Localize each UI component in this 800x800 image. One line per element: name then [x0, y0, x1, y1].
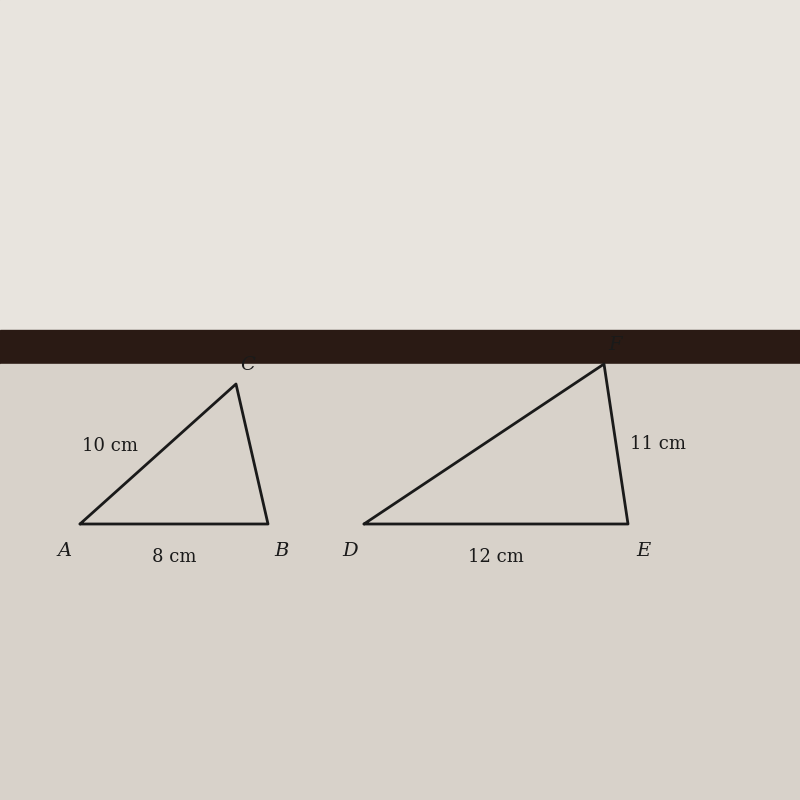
Bar: [0, 364, 800, 800]
Text: C: C: [240, 357, 255, 374]
Text: 8 cm: 8 cm: [152, 548, 196, 566]
Text: F: F: [608, 336, 622, 354]
Text: A: A: [58, 542, 72, 560]
Text: 11 cm: 11 cm: [630, 435, 686, 453]
Bar: [0, 0, 800, 332]
Text: B: B: [274, 542, 289, 560]
Bar: [0, 330, 800, 364]
Text: 12 cm: 12 cm: [468, 548, 524, 566]
Text: 10 cm: 10 cm: [82, 437, 138, 455]
Text: E: E: [636, 542, 650, 560]
Text: D: D: [342, 542, 358, 560]
